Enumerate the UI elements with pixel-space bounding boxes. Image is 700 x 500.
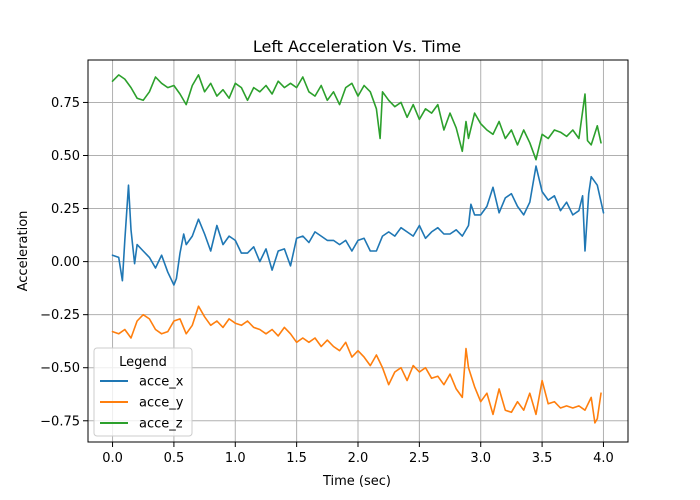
y-tick-label: −0.25 — [40, 308, 80, 323]
x-axis: 0.0 0.5 1.0 1.5 2.0 2.5 3.0 3.5 4.0 — [102, 442, 614, 466]
plot-lines — [111, 74, 605, 424]
y-tick-label: 0.75 — [51, 96, 80, 111]
x-tick-label: 3.5 — [532, 451, 553, 466]
chart-title: Left Acceleration Vs. Time — [253, 37, 461, 56]
y-axis: 0.75 0.50 0.25 0.00 −0.25 −0.50 −0.75 — [40, 96, 88, 429]
series-line-acce-y — [111, 305, 602, 424]
legend-label-acce-y: acce_y — [139, 396, 184, 411]
legend-label-acce-x: acce_x — [139, 375, 184, 390]
y-tick-label: −0.50 — [40, 361, 80, 376]
x-tick-label: 0.5 — [164, 451, 185, 466]
series-line-acce-z — [111, 74, 602, 161]
legend-box — [93, 347, 193, 437]
legend-label-acce-z: acce_z — [139, 417, 183, 432]
x-tick-label: 0.0 — [102, 451, 123, 466]
x-tick-label: 2.5 — [409, 451, 430, 466]
y-tick-label: 0.00 — [51, 255, 80, 270]
legend-title: Legend — [119, 355, 167, 370]
y-tick-label: −0.75 — [40, 414, 80, 429]
x-tick-label: 1.5 — [286, 451, 307, 466]
y-tick-label: 0.50 — [51, 149, 80, 164]
legend: Legend acce_x acce_y acce_z — [93, 347, 193, 437]
x-tick-label: 2.0 — [348, 451, 369, 466]
series-line-acce-x — [111, 165, 605, 286]
x-tick-label: 1.0 — [225, 451, 246, 466]
y-axis-label: Acceleration — [16, 211, 31, 292]
y-tick-label: 0.25 — [51, 202, 80, 217]
grid — [88, 60, 628, 442]
x-tick-label: 4.0 — [593, 451, 614, 466]
x-tick-label: 3.0 — [470, 451, 491, 466]
x-axis-label: Time (sec) — [322, 474, 391, 489]
